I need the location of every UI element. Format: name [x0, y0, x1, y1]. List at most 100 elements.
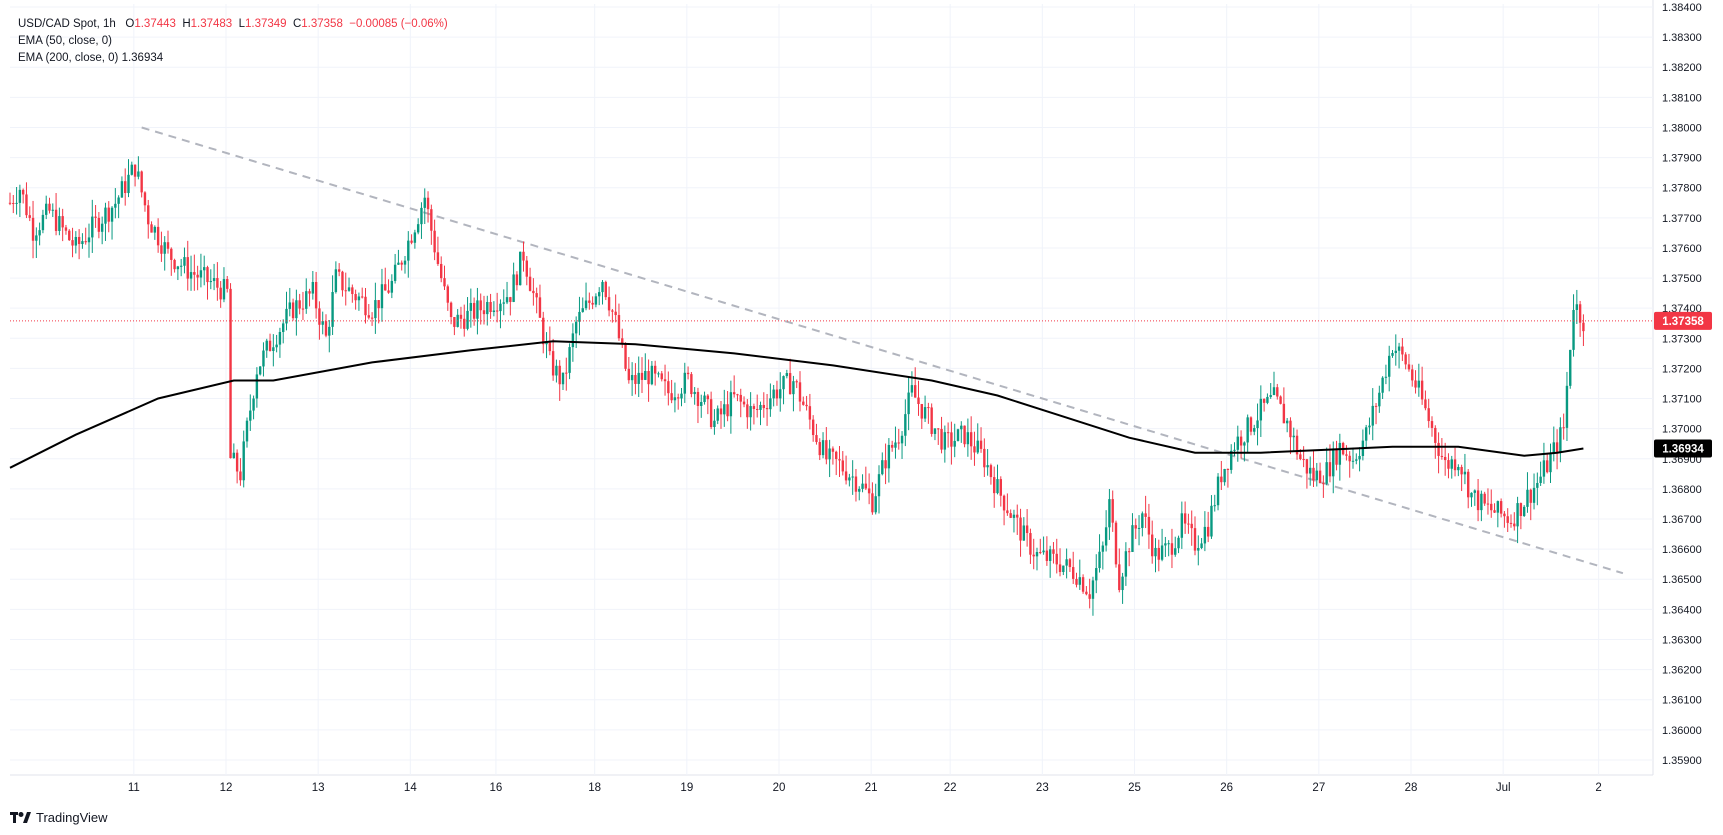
candle-down: [739, 394, 742, 402]
candle-up: [1062, 565, 1065, 573]
candle-down: [854, 476, 858, 492]
candle-down: [532, 290, 535, 294]
y-tick-label: 1.37300: [1662, 333, 1702, 345]
candle-down: [1279, 396, 1282, 404]
candle-down: [226, 279, 229, 289]
candle-down: [1151, 534, 1154, 557]
candle-down: [1226, 468, 1230, 470]
candle-down: [1529, 489, 1532, 503]
candle-up: [904, 414, 907, 436]
candle-down: [756, 408, 759, 410]
candle-up: [393, 264, 397, 281]
legend-symbol-row[interactable]: USD/CAD Spot, 1h O1.37443 H1.37483 L1.37…: [18, 16, 448, 33]
candle-up: [390, 280, 394, 293]
candle-up: [894, 442, 897, 448]
legend-ema50-row[interactable]: EMA (50, close, 0): [18, 33, 448, 50]
candle-down: [1305, 459, 1309, 474]
candle-down: [1411, 369, 1414, 381]
x-tick-label: 23: [1036, 782, 1049, 794]
candle-down: [1374, 405, 1378, 407]
candle-down: [1503, 513, 1506, 517]
candle-up: [114, 203, 117, 208]
candle-up: [486, 301, 489, 315]
candle-down: [963, 425, 966, 445]
candle-down: [443, 278, 446, 287]
candle-down: [479, 300, 482, 311]
candle-up: [1246, 417, 1249, 443]
candle-up: [1368, 425, 1371, 428]
candle-down: [1486, 503, 1490, 505]
candle-down: [314, 282, 318, 309]
candle-up: [397, 262, 400, 265]
candle-down: [1582, 322, 1585, 332]
candle-up: [407, 240, 410, 261]
candle-up: [1124, 551, 1128, 577]
candle-up: [249, 410, 252, 421]
candle-down: [354, 294, 357, 301]
candle-down: [54, 209, 58, 231]
candle-up: [601, 281, 604, 293]
candle-down: [1058, 564, 1062, 573]
candle-down: [170, 248, 173, 260]
candle-up: [1101, 545, 1105, 552]
candle-up: [1549, 453, 1552, 473]
candle-up: [403, 260, 407, 265]
candle-down: [667, 381, 670, 394]
candle-down: [864, 483, 868, 489]
candle-down: [1328, 462, 1332, 477]
candle-down: [1147, 516, 1151, 535]
tradingview-brand[interactable]: TradingView: [10, 810, 108, 825]
candle-up: [278, 331, 282, 345]
candle-down: [344, 290, 347, 292]
candle-down: [798, 382, 802, 402]
candle-down: [752, 406, 756, 409]
candle-up: [861, 483, 864, 489]
candle-down: [762, 404, 765, 409]
candle-down: [489, 301, 492, 313]
candle-down: [1424, 399, 1427, 409]
candle-up: [1473, 490, 1476, 493]
x-tick-label: 12: [220, 782, 233, 794]
candle-down: [318, 308, 321, 325]
candle-down: [361, 296, 364, 298]
candle-down: [1499, 501, 1503, 514]
candle-up: [680, 393, 683, 399]
candle-down: [788, 373, 792, 395]
candle-down: [308, 291, 311, 294]
candle-down: [940, 428, 943, 450]
candle-up: [357, 296, 361, 301]
y-tick-label: 1.36200: [1662, 665, 1702, 677]
candle-down: [206, 267, 209, 283]
candle-down: [1299, 454, 1302, 460]
candle-down: [525, 260, 528, 277]
candle-down: [219, 287, 222, 300]
candle-up: [505, 297, 509, 303]
candle-down: [1460, 466, 1463, 475]
y-tick-label: 1.36500: [1662, 574, 1702, 586]
candle-up: [1131, 525, 1134, 552]
candle-down: [28, 215, 31, 218]
x-tick-label: 19: [680, 782, 693, 794]
candle-down: [634, 375, 637, 384]
candle-down: [1345, 454, 1348, 456]
candle-up: [1569, 349, 1572, 386]
candle-down: [449, 302, 453, 318]
candle-down: [1443, 456, 1447, 461]
candle-up: [1536, 482, 1539, 488]
candle-down: [1045, 550, 1049, 561]
candle-down: [1157, 547, 1160, 560]
candle-up: [1012, 514, 1016, 518]
legend-ema200-row[interactable]: EMA (200, close, 0) 1.36934: [18, 50, 448, 67]
candle-up: [574, 321, 578, 334]
candle-up: [785, 373, 789, 377]
y-tick-label: 1.36100: [1662, 695, 1702, 707]
candle-up: [693, 391, 696, 395]
candle-up: [1272, 387, 1276, 396]
candle-up: [74, 236, 78, 246]
candle-down: [890, 444, 894, 448]
candle-up: [58, 216, 61, 231]
candle-down: [565, 372, 568, 374]
candle-down: [946, 432, 950, 434]
x-tick-label: 20: [773, 782, 786, 794]
